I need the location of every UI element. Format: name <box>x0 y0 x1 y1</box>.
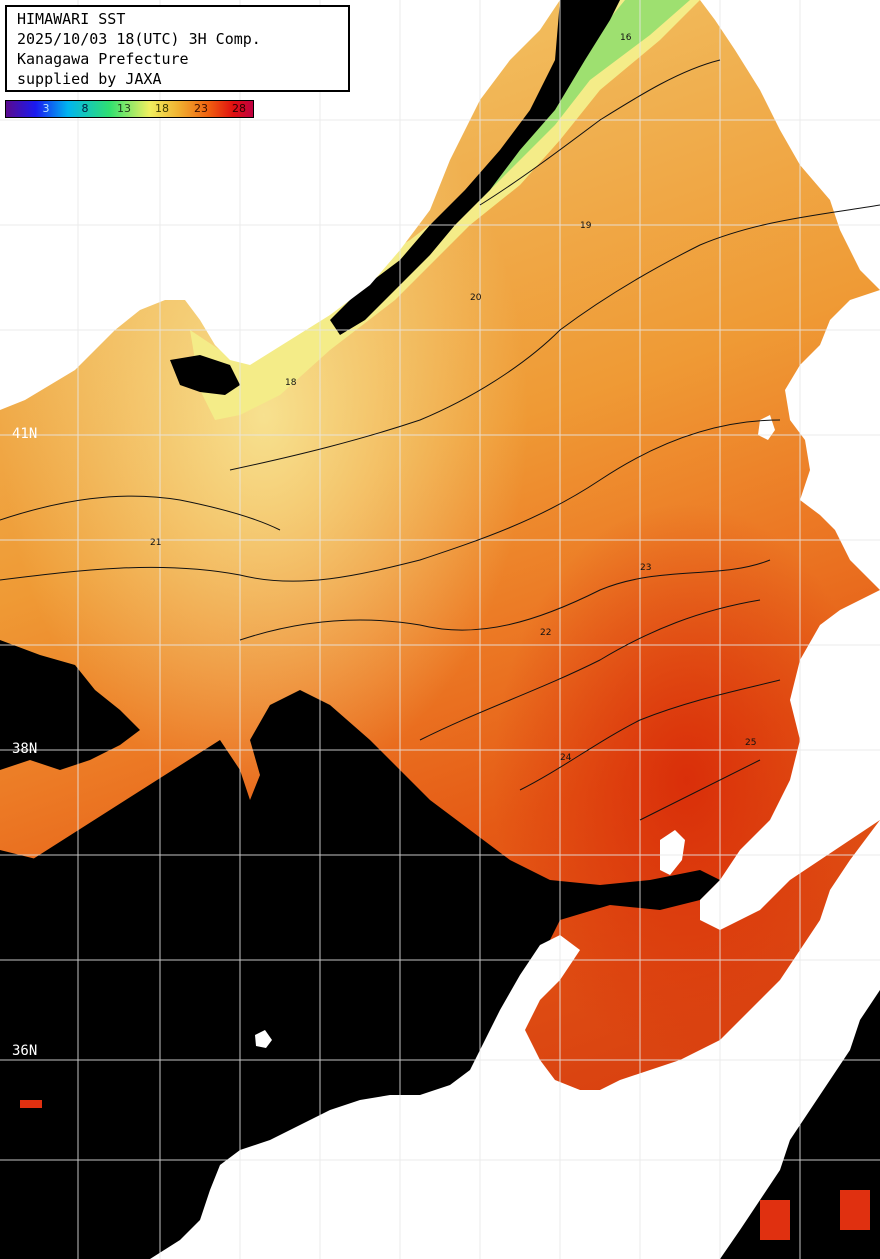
contour-label-18: 18 <box>285 378 297 388</box>
land-korea-islands <box>758 415 775 440</box>
cloud-mask-south <box>0 690 720 1259</box>
colorbar-tick-3: 3 <box>42 102 50 115</box>
contour-label-23: 23 <box>640 563 651 573</box>
contour-20-south <box>0 495 281 531</box>
contour-label-20: 20 <box>470 293 482 303</box>
info-box: HIMAWARI SST 2025/10/03 18(UTC) 3H Comp.… <box>5 5 350 92</box>
latitude-label-38n: 38N <box>12 741 38 757</box>
colorbar-tick-8: 8 <box>81 102 89 115</box>
land-oki-island <box>255 1030 272 1048</box>
temperature-colorbar: 3 8 13 18 23 28 <box>5 100 254 118</box>
colorbar-gradient <box>6 101 253 117</box>
warm-patches <box>20 1100 870 1240</box>
contour-22 <box>239 559 771 641</box>
supplier-text: supplied by JAXA <box>17 70 162 88</box>
datetime-text: 2025/10/03 18(UTC) 3H Comp. <box>17 30 261 48</box>
colorbar-tick-13: 13 <box>117 102 131 115</box>
land-continent-northeast <box>700 0 880 590</box>
contour-label-25: 25 <box>745 738 756 748</box>
colorbar-tick-18: 18 <box>155 102 169 115</box>
contour-label-22: 22 <box>540 628 551 638</box>
contour-23 <box>419 599 761 741</box>
contour-label-19: 19 <box>580 221 592 231</box>
contour-label-21: 21 <box>150 538 161 548</box>
contour-label-16: 16 <box>620 33 632 43</box>
land-honshu <box>150 820 880 1259</box>
cloud-mask-north <box>330 0 620 335</box>
land-sado-island <box>660 830 685 875</box>
land-sakhalin-hokkaido <box>700 590 880 930</box>
cloud-mask-west <box>0 640 140 770</box>
map-title: HIMAWARI SST <box>17 10 126 28</box>
contour-21 <box>0 419 781 582</box>
latitude-label-36n: 36N <box>12 1043 38 1059</box>
colorbar-tick-23: 23 <box>194 102 208 115</box>
contour-24 <box>519 679 781 791</box>
cloud-mask-korea-coast <box>170 355 240 395</box>
latitude-label-41n: 41N <box>12 426 38 442</box>
contour-19 <box>479 59 721 206</box>
colorbar-tick-28: 28 <box>232 102 246 115</box>
contour-25 <box>639 759 761 821</box>
contour-label-24: 24 <box>560 753 572 763</box>
isotherm-contours <box>0 59 880 821</box>
prefecture-text: Kanagawa Prefecture <box>17 50 189 68</box>
contour-20-north <box>229 204 880 471</box>
contour-labels: 18 19 20 21 22 23 24 25 16 <box>150 33 756 763</box>
